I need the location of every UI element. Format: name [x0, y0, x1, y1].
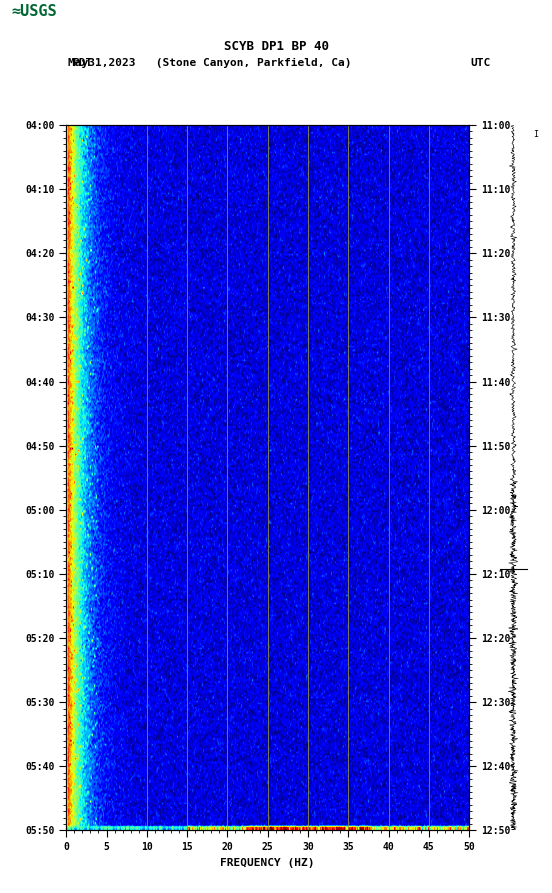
Text: PDT: PDT	[72, 58, 92, 68]
X-axis label: FREQUENCY (HZ): FREQUENCY (HZ)	[220, 858, 315, 868]
Text: May31,2023   (Stone Canyon, Parkfield, Ca): May31,2023 (Stone Canyon, Parkfield, Ca)	[68, 58, 352, 68]
Text: SCYB DP1 BP 40: SCYB DP1 BP 40	[224, 40, 328, 54]
Text: ≈USGS: ≈USGS	[11, 4, 57, 20]
Text: I: I	[533, 130, 538, 139]
Text: UTC: UTC	[470, 58, 490, 68]
